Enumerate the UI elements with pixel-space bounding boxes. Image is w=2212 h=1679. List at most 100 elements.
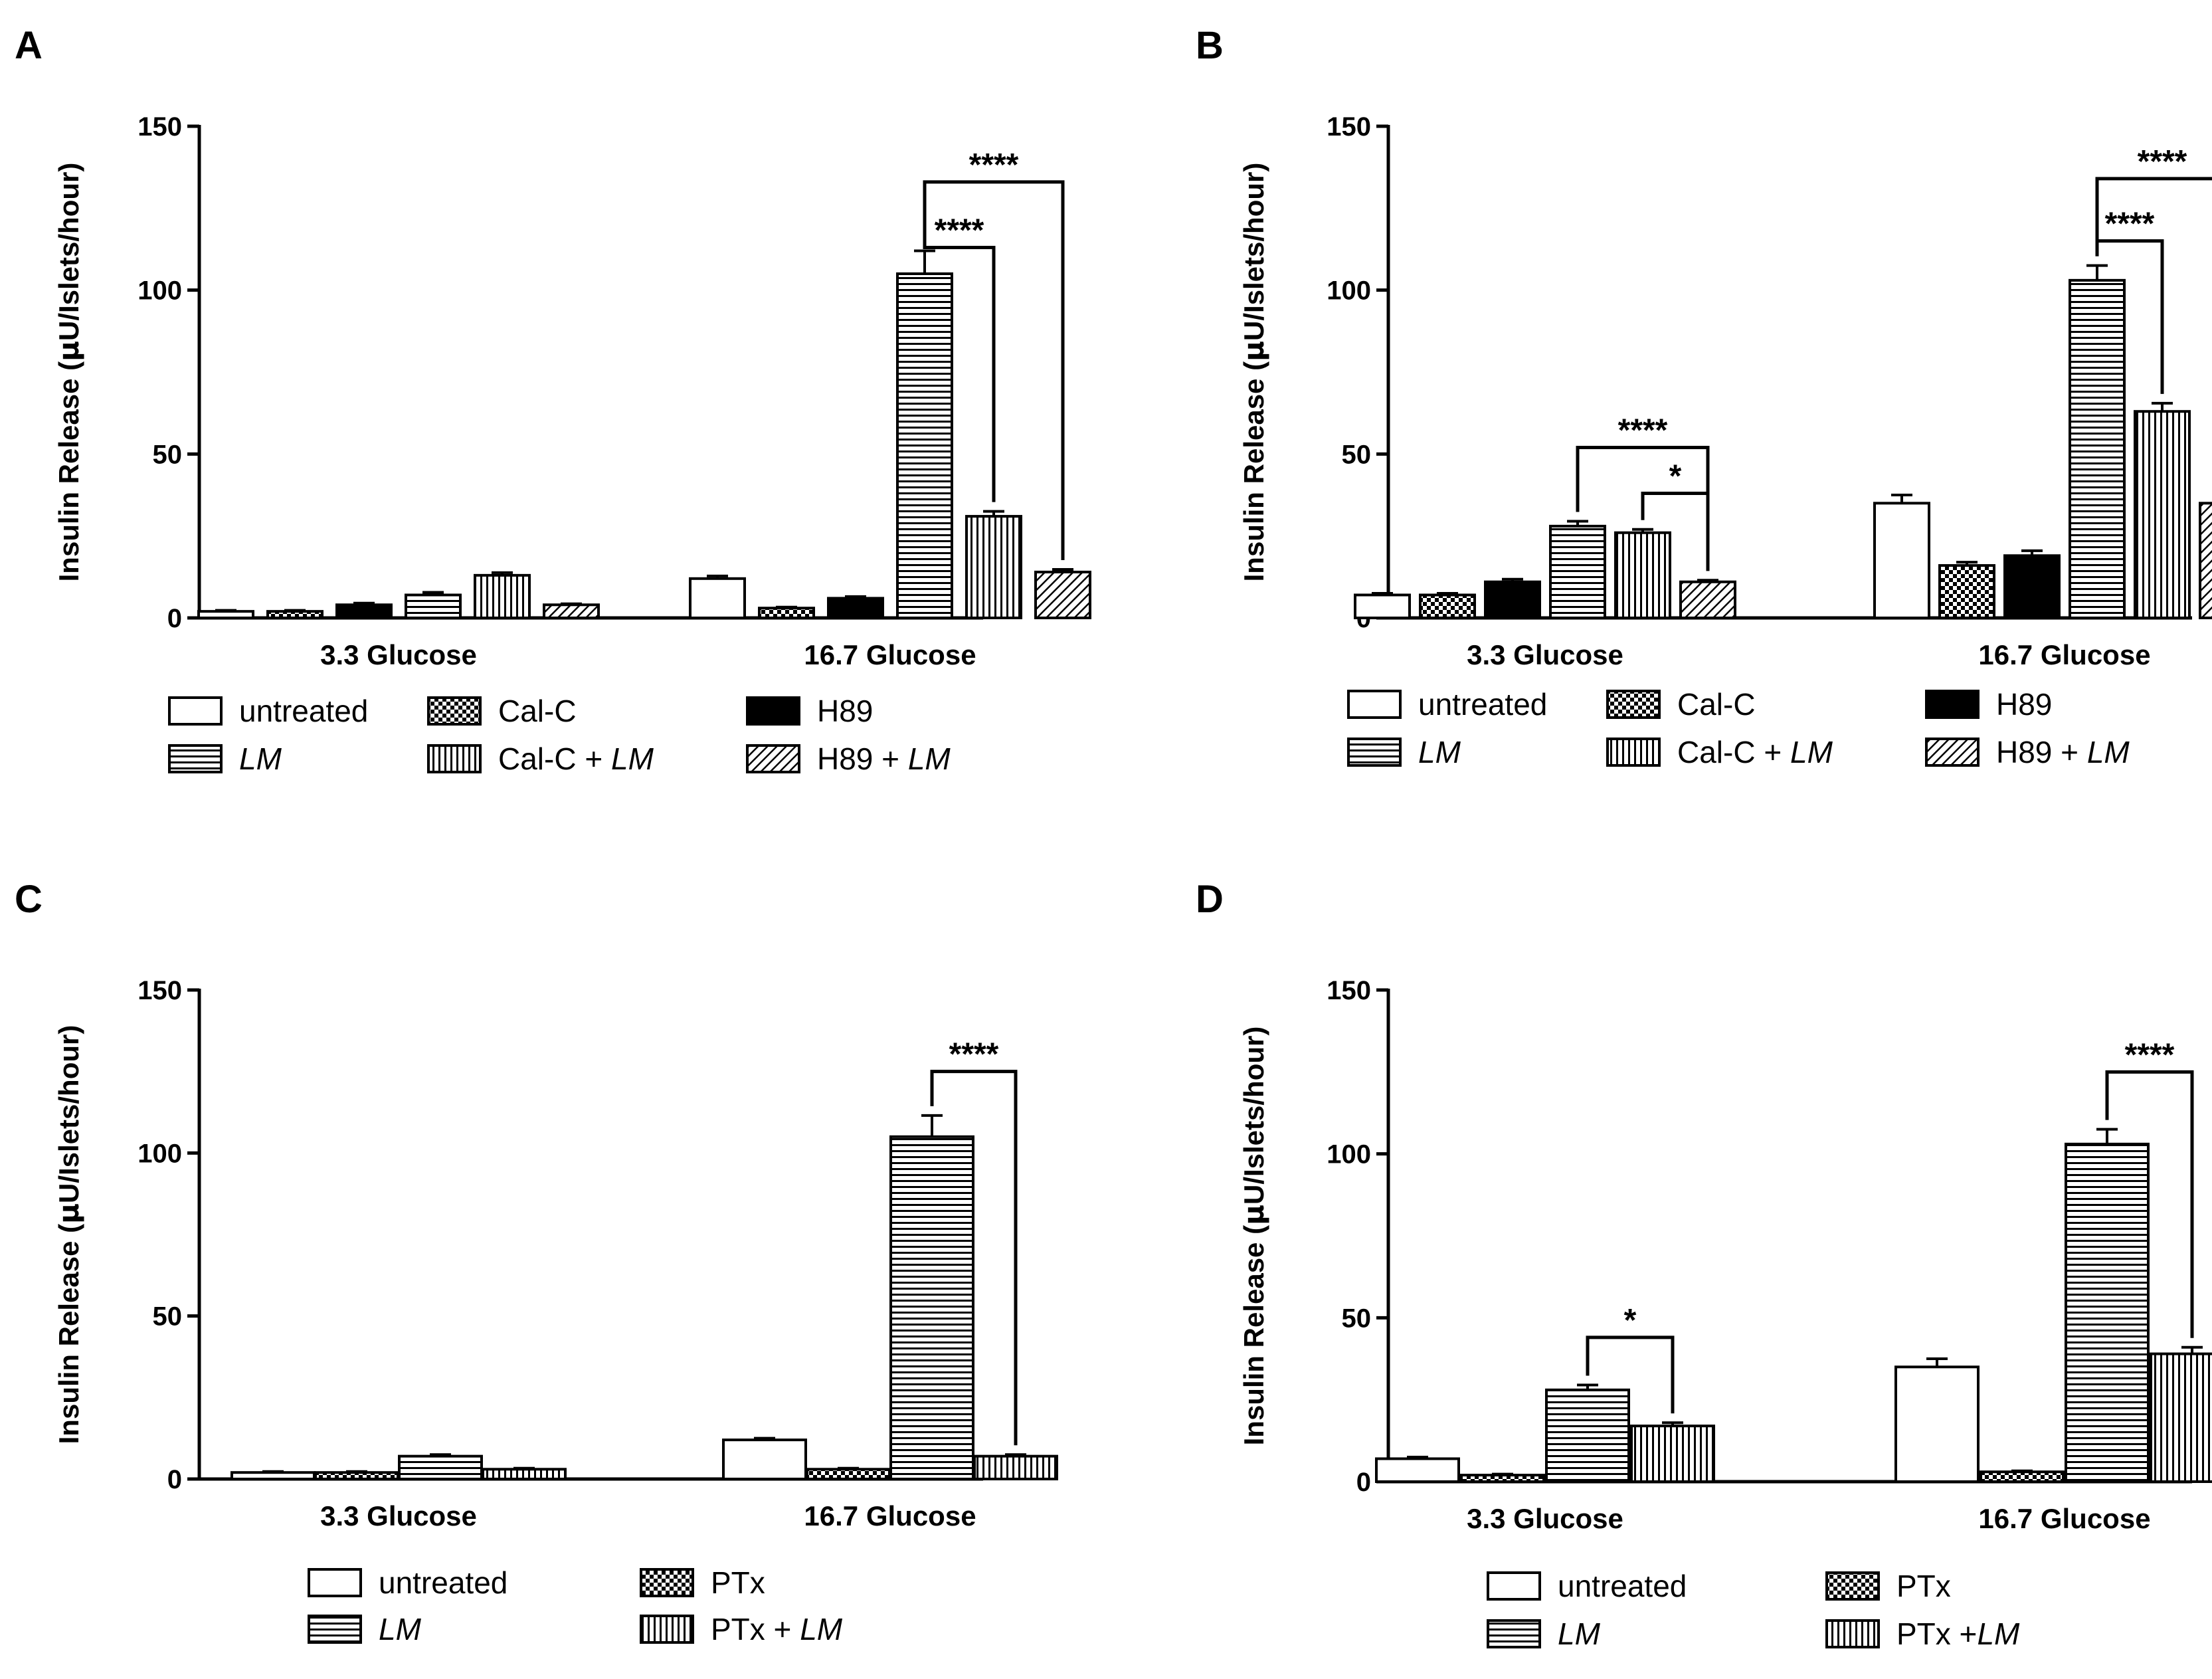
bar-ptx-lm-high-glucose [973, 1454, 1058, 1480]
significance-label: **** [935, 213, 984, 248]
legend-label-untreated: untreated [1558, 1569, 1687, 1603]
y-tick-label: 150 [1327, 976, 1371, 1005]
legend-swatch-untreated [308, 1568, 362, 1597]
y-tick-label: 150 [138, 112, 182, 142]
y-tick-label: 50 [1342, 440, 1372, 469]
significance-label: * [1669, 459, 1682, 494]
legend-label-lm: LM [379, 1612, 422, 1646]
legend-swatch-ptx [1825, 1571, 1880, 1601]
legend-swatch-ptx [640, 1568, 694, 1597]
significance-bracket [1576, 445, 1710, 571]
significance-label: **** [969, 148, 1019, 183]
legend-label-h89: H89 [817, 694, 873, 728]
bar-h89-high-glucose [827, 597, 884, 620]
y-tick-label: 100 [138, 1139, 182, 1168]
legend-label-untreated: untreated [379, 1565, 507, 1600]
bar-lm-high-glucose [889, 1135, 974, 1481]
legend-label-calc: Cal-C [498, 694, 577, 728]
x-category-label: 3.3 Glucose [1467, 1503, 1623, 1534]
legend-swatch-ptx_lm [640, 1615, 694, 1644]
y-axis-label: Insulin Release (μU/Islets/hour) [52, 1025, 85, 1444]
y-tick-label: 0 [1356, 1468, 1371, 1497]
legend-label-untreated: untreated [1418, 687, 1547, 722]
legend-label-calc_lm: Cal-C + LM [498, 741, 654, 776]
legend-swatch-ptx_lm [1825, 1619, 1880, 1648]
legend-swatch-h89_lm [1925, 738, 1980, 767]
bar-untreated-high-glucose [1873, 502, 1930, 619]
significance-label: * [1624, 1303, 1637, 1338]
bar-cal-c-lm-high-glucose [965, 515, 1022, 619]
bar-lm-high-glucose [896, 272, 953, 619]
y-tick-label: 100 [138, 276, 182, 306]
significance-label: **** [949, 1037, 999, 1072]
legend-label-calc: Cal-C [1677, 687, 1756, 722]
legend-swatch-calc [427, 696, 482, 726]
legend-swatch-untreated [1487, 1571, 1541, 1601]
y-axis-label: Insulin Release (μU/Islets/hour) [1238, 163, 1270, 582]
y-tick-label: 150 [138, 976, 182, 1005]
bar-h89-low-glucose [1484, 580, 1541, 620]
bar-h89-high-glucose [2003, 554, 2061, 619]
bar-cal-c-high-glucose [758, 607, 815, 620]
legend-swatch-calc_lm [1606, 738, 1661, 767]
y-tick-label: 150 [1327, 112, 1371, 142]
x-category-label: 3.3 Glucose [320, 1500, 477, 1531]
significance-label: **** [2105, 207, 2155, 242]
legend-label-ptx_lm: PTx + LM [711, 1612, 843, 1646]
bar-ptx-high-glucose [806, 1468, 891, 1481]
legend-swatch-h89 [1925, 690, 1980, 719]
y-axis-label: Insulin Release (μU/Islets/hour) [52, 163, 85, 582]
legend-label-lm: LM [1418, 735, 1461, 769]
y-axis-label: Insulin Release (μU/Islets/hour) [1238, 1027, 1270, 1446]
legend-swatch-lm [1347, 738, 1402, 767]
bar-h89-lm-low-glucose [543, 603, 600, 619]
legend-label-lm: LM [239, 741, 282, 776]
significance-bracket [930, 1070, 1018, 1446]
legend-swatch-h89_lm [746, 744, 800, 773]
legend-label-untreated: untreated [239, 694, 368, 728]
bar-h89-lm-high-glucose [2199, 502, 2212, 619]
y-tick-label: 100 [1327, 1140, 1371, 1169]
significance-bracket [2105, 1070, 2194, 1338]
panel-label-b: B [1196, 24, 1224, 67]
bar-h89-lm-low-glucose [1679, 580, 1736, 620]
bar-untreated-low-glucose [230, 1471, 316, 1481]
y-tick-label: 50 [153, 1302, 183, 1332]
bar-lm-high-glucose [2069, 278, 2126, 619]
bar-ptx-lm-high-glucose [2150, 1352, 2212, 1483]
y-tick-label: 0 [167, 1465, 182, 1494]
bar-cal-c-lm-high-glucose [2134, 410, 2191, 619]
legend-swatch-untreated [1347, 690, 1402, 719]
bar-untreated-low-glucose [1375, 1457, 1460, 1483]
significance-label: **** [2138, 144, 2187, 179]
legend-label-ptx_lm: PTx +LM [1896, 1617, 2020, 1651]
bar-ptx-lm-low-glucose [1630, 1425, 1715, 1483]
legend-swatch-calc [1606, 690, 1661, 719]
panel-label-d: D [1196, 878, 1224, 921]
y-tick-label: 50 [153, 440, 183, 469]
x-category-label: 16.7 Glucose [804, 639, 976, 670]
legend-label-lm: LM [1558, 1617, 1601, 1651]
bar-ptx-low-glucose [314, 1471, 399, 1481]
bar-cal-c-lm-low-glucose [474, 573, 531, 619]
bar-ptx-high-glucose [1980, 1470, 2065, 1483]
bar-cal-c-high-glucose [1938, 564, 1995, 619]
bar-untreated-high-glucose [722, 1438, 807, 1481]
significance-bracket [1586, 1335, 1675, 1414]
bar-cal-c-low-glucose [1419, 593, 1476, 620]
x-category-label: 16.7 Glucose [1978, 1503, 2150, 1534]
legend-label-ptx: PTx [1896, 1569, 1951, 1603]
legend-swatch-untreated [168, 696, 223, 726]
bar-lm-low-glucose [1545, 1388, 1630, 1484]
legend-swatch-lm [308, 1615, 362, 1644]
legend-label-h89_lm: H89 + LM [1996, 735, 2130, 769]
panel-label-c: C [15, 878, 43, 921]
legend-swatch-calc_lm [427, 744, 482, 773]
x-category-label: 16.7 Glucose [804, 1500, 976, 1531]
bar-untreated-low-glucose [197, 610, 254, 620]
legend-swatch-h89 [746, 696, 800, 726]
bar-lm-low-glucose [398, 1454, 483, 1480]
legend-swatch-lm [168, 744, 223, 773]
bar-lm-low-glucose [405, 593, 462, 620]
bar-h89-lm-high-glucose [1034, 570, 1091, 620]
